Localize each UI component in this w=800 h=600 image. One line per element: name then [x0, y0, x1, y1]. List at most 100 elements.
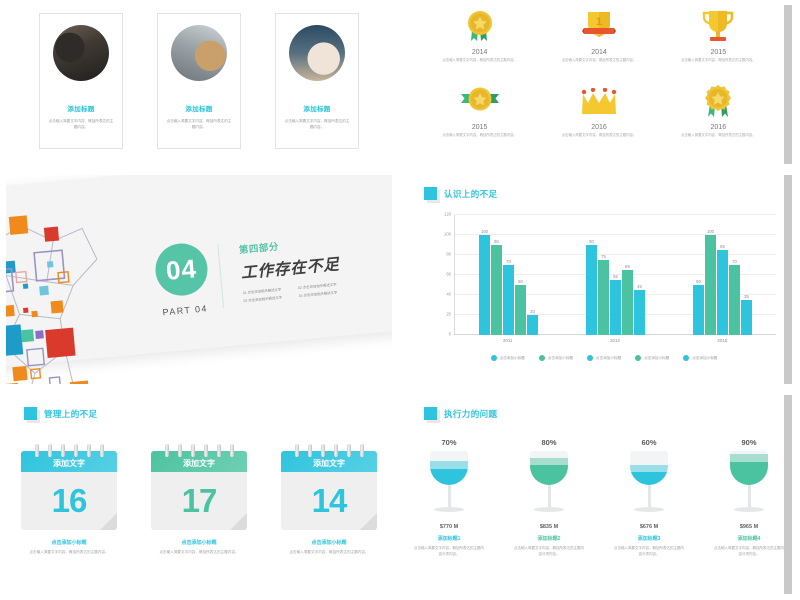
calendar-ring-icon: [216, 444, 221, 457]
chart-y-tick-label: 0: [448, 331, 451, 337]
glass-description: 点击输入简要文字内容，概括所表达的主题内容分项内容。: [514, 546, 584, 557]
calendar-link[interactable]: 点击添加小标题: [181, 540, 217, 546]
chart-gridline: 100: [444, 232, 776, 237]
calendar-header: 添加文字: [21, 451, 117, 472]
award-item[interactable]: 2016 点击输入简要文字内容，概括所表达的主题内容。: [539, 84, 658, 159]
square-bullet-icon: [424, 407, 437, 420]
chart-y-tick-label: 60: [446, 271, 451, 277]
calendar-item[interactable]: 添加文字 16 点击添加小标题 点击输入简要文字内容，概括所表达的主题内容。: [21, 444, 117, 555]
chart-bar[interactable]: 20: [527, 309, 538, 335]
chart-bar[interactable]: 90: [491, 239, 502, 335]
calendar-ring-icon: [60, 444, 65, 457]
award-item[interactable]: 2015 点击输入简要文字内容，概括所表达的主题内容。: [659, 9, 778, 84]
calendar-ring-icon: [34, 444, 39, 457]
trophy-icon: [701, 9, 735, 47]
chart-bar[interactable]: 35: [741, 294, 752, 335]
calendar-item[interactable]: 添加文字 17 点击添加小标题 点击输入简要文字内容，概括所表达的主题内容。: [151, 444, 247, 555]
avatar: [171, 25, 227, 81]
rosette-badge-icon: [700, 84, 736, 122]
chart-legend-item[interactable]: 点击添加小标题: [490, 355, 525, 361]
legend-dot-icon: [683, 355, 690, 361]
photo-card[interactable]: 添加标题 点击输入简要文字内容，概括所表达的主题内容。: [39, 13, 123, 149]
scrollbar[interactable]: [784, 175, 792, 384]
section-header-title: 执行力的问题: [444, 408, 498, 419]
chart-bar-value-label: 70: [732, 259, 737, 264]
square-bullet-icon: [24, 407, 37, 420]
calendar-ring-icon: [333, 444, 338, 457]
chart-bar[interactable]: 70: [729, 259, 740, 335]
award-item[interactable]: 2014 点击输入简要文字内容，概括所表达的主题内容。: [420, 9, 539, 84]
photo-card[interactable]: 添加标题 点击输入简要文字内容，概括所表达的主题内容。: [157, 13, 241, 149]
scrollbar[interactable]: [784, 5, 792, 164]
shield-number-one-icon: 1: [581, 9, 616, 47]
chart-bar[interactable]: 85: [717, 244, 728, 335]
calendar-ring-icon: [86, 444, 91, 457]
glass-link[interactable]: 添加标题1: [437, 536, 461, 542]
photo-card-title: 添加标题: [303, 106, 331, 113]
chart-legend-item[interactable]: 点击添加小标题: [683, 355, 717, 361]
legend-dot-icon: [635, 355, 642, 361]
legend-dot-icon: [586, 355, 593, 361]
glass-value: $770 M: [439, 524, 459, 530]
glass-item[interactable]: 90% $965 M 添加标题4 点击输入简要文字内容，概括所表达的主题内容分项内容。: [711, 438, 787, 557]
chart-bar[interactable]: 50: [515, 279, 526, 335]
calendar-number: 17: [151, 472, 247, 530]
chart-bar[interactable]: 50: [693, 279, 704, 335]
calendar-ring-icon: [47, 444, 52, 457]
calendar-graphic: 添加文字 14: [281, 444, 377, 530]
chart-bar[interactable]: 70: [503, 259, 514, 335]
glass-foam: [530, 457, 568, 466]
crown-icon: [581, 84, 617, 122]
section-heading: 工作存在不足: [240, 256, 341, 283]
glass-foam: [730, 454, 768, 462]
scrollbar[interactable]: [784, 395, 792, 594]
chart-bar[interactable]: 65: [622, 264, 633, 335]
calendar-item[interactable]: 添加文字 14 点击添加小标题点击输入简要文字内容，概括所表达的主题内容。: [281, 444, 377, 555]
chart-bar[interactable]: 100: [479, 229, 490, 335]
glass-foam: [630, 464, 668, 473]
calendar-ring-icon: [229, 444, 234, 457]
chart-bar[interactable]: 75: [598, 254, 609, 335]
chart-bar[interactable]: 100: [705, 229, 716, 335]
medal-star-icon: [463, 9, 497, 47]
chart-bar[interactable]: 45: [634, 284, 645, 335]
avatar: [289, 25, 345, 81]
glass-link[interactable]: 添加标题3: [637, 536, 661, 542]
award-description: 点击输入简要文字内容，概括所表达的主题内容。: [681, 58, 756, 62]
wine-glass-icon: [526, 451, 572, 519]
chart-legend-item[interactable]: 点击添加小标题: [635, 355, 669, 361]
glass-stem: [547, 485, 551, 509]
award-item[interactable]: 2016 点击输入简要文字内容，概括所表达的主题内容。: [659, 84, 778, 159]
glass-item[interactable]: 60% $676 M 添加标题3 点击输入简要文字内容，概括所表达的主题内容分项内容。: [611, 438, 687, 557]
calendar-number: 14: [281, 472, 377, 530]
calendar-link[interactable]: 点击添加小标题: [51, 540, 87, 546]
chart-x-tick-label: 2011: [502, 338, 513, 343]
chart-legend-item[interactable]: 点击添加小标题: [538, 355, 573, 361]
award-item[interactable]: 1 2014 点击输入简要文字内容，概括所表达的主题内容。: [539, 9, 658, 84]
glass-percent-label: 80%: [541, 438, 557, 447]
section-text-block: 第四部分 工作存在不足 01 点击添加相关概述文字 02 点击添加相关概述文字 …: [238, 229, 342, 303]
photo-card[interactable]: 添加标题 点击输入简要文字内容，概括所表达的主题内容。: [275, 13, 359, 149]
calendar-description: 点击输入简要文字内容，概括所表达的主题内容。: [289, 550, 369, 554]
glass-description: 点击输入简要文字内容，概括所表达的主题内容分项内容。: [714, 546, 784, 557]
award-item[interactable]: 2015 点击输入简要文字内容，概括所表达的主题内容。: [420, 84, 539, 159]
glass-link[interactable]: 添加标题4: [737, 536, 761, 542]
glass-foot: [434, 507, 464, 512]
chart-bar-value-label: 20: [530, 309, 535, 315]
chart-bar[interactable]: 90: [586, 239, 597, 335]
glass-foam: [430, 461, 468, 469]
calendar-link[interactable]: 点击添加小标题: [311, 540, 347, 546]
chart-bar[interactable]: 55: [610, 274, 621, 335]
glass-fill: [430, 468, 468, 485]
photo-card-description: 点击输入简要文字内容，概括所表达的主题内容。: [166, 119, 232, 130]
glass-item[interactable]: 70% $770 M 添加标题1 点击输入简要文字内容，概括所表达的主题内容分项内容。: [411, 438, 487, 557]
glass-value: $835 M: [539, 524, 559, 530]
legend-dot-icon: [538, 355, 545, 361]
ribbon-medal-icon: [460, 84, 500, 122]
glass-item[interactable]: 80% $835 M 添加标题2 点击输入简要文字内容，概括所表达的主题内容分项内容。: [511, 438, 587, 557]
chart-legend-item[interactable]: 点击添加小标题: [586, 355, 621, 361]
section-bullet-list: 01 点击添加相关概述文字 02 点击添加相关概述文字 03 点击添加相关概述文…: [243, 281, 343, 303]
section-header: 认识上的不足: [406, 175, 792, 200]
calendar-graphic: 添加文字 16: [21, 444, 117, 530]
glass-link[interactable]: 添加标题2: [537, 536, 561, 542]
